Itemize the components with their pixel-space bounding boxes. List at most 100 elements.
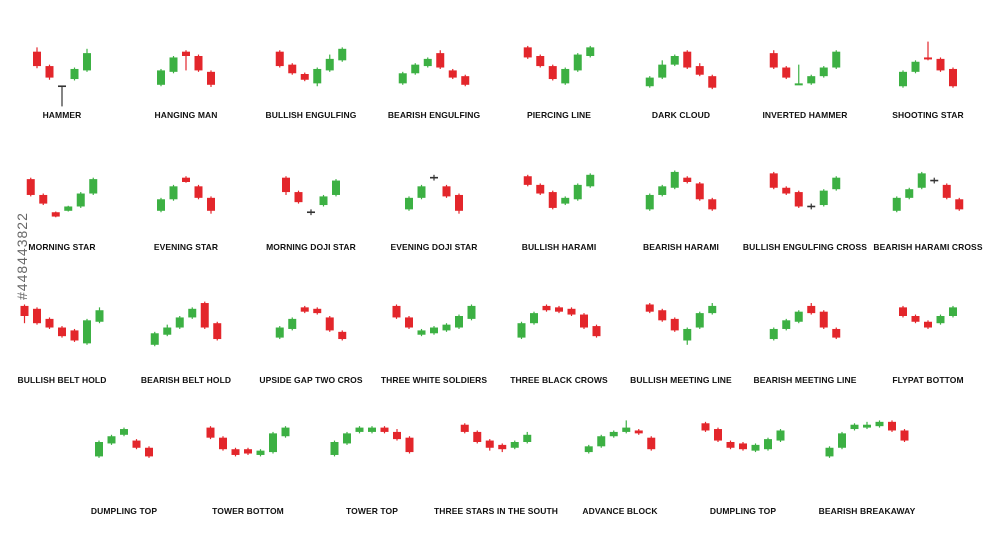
pattern-label: DUMPLING TOP: [91, 506, 157, 516]
bear-candle: [536, 184, 545, 194]
bull-candle: [875, 421, 884, 427]
bull-candle: [517, 323, 526, 338]
pattern-label: BEARISH BELT HOLD: [141, 375, 231, 385]
bull-candle: [708, 305, 717, 314]
bull-candle: [442, 324, 451, 331]
bear-candle: [523, 47, 532, 58]
bull-candle: [622, 427, 631, 432]
pattern-label: HAMMER: [43, 110, 82, 120]
pattern-label: BULLISH HARAMI: [522, 242, 597, 252]
doji-candle: [807, 205, 816, 208]
bull-candle: [510, 442, 519, 448]
pattern-4: PIERCING LINE: [523, 45, 595, 120]
bear-candle: [70, 330, 79, 341]
bull-candle: [892, 197, 901, 211]
pattern-29: DUMPLING TOP: [701, 421, 785, 516]
pattern-label: DUMPLING TOP: [710, 506, 776, 516]
pattern-label: TOWER BOTTOM: [212, 506, 284, 516]
bear-candle: [145, 447, 153, 457]
bull-candle: [917, 173, 926, 188]
doji-candle: [930, 179, 939, 182]
bear-candle: [244, 449, 252, 454]
bear-candle: [683, 177, 692, 182]
bear-candle: [207, 71, 215, 85]
bear-candle: [485, 440, 494, 448]
bull-candle: [330, 442, 339, 455]
bear-candle: [695, 66, 704, 75]
bull-candle: [899, 71, 907, 87]
pattern-28: ADVANCE BLOCK: [582, 420, 658, 516]
bear-candle: [182, 177, 190, 182]
bull-candle: [911, 61, 920, 72]
bull-candle: [269, 433, 277, 453]
bear-candle: [592, 326, 601, 337]
bull-candle: [695, 313, 704, 328]
pattern-24: DUMPLING TOP: [91, 427, 157, 516]
bear-candle: [739, 443, 747, 450]
pattern-7: SHOOTING STAR: [892, 41, 964, 120]
bear-candle: [213, 323, 222, 340]
pattern-30: BEARISH BREAKAWAY: [819, 420, 916, 516]
bear-candle: [567, 308, 576, 315]
bear-candle: [473, 431, 482, 442]
bear-candle: [832, 328, 841, 338]
bull-candle: [936, 316, 945, 324]
bear-candle: [39, 194, 48, 204]
bull-candle: [683, 328, 692, 341]
bull-candle: [430, 327, 438, 334]
bear-candle: [405, 317, 413, 328]
pattern-6: INVERTED HAMMER: [762, 50, 847, 120]
bull-candle: [523, 434, 532, 442]
pattern-label: BULLISH MEETING LINE: [630, 375, 732, 385]
pattern-5: DARK CLOUD: [645, 50, 717, 120]
bull-candle: [863, 424, 871, 428]
bear-candle: [26, 179, 35, 195]
bear-candle: [819, 311, 828, 328]
doji-candle: [58, 85, 66, 88]
bear-candle: [769, 53, 778, 68]
bull-candle: [819, 67, 828, 77]
bear-candle: [924, 57, 932, 60]
bull-candle: [405, 197, 413, 210]
bear-candle: [714, 429, 722, 441]
bull-candle: [150, 333, 159, 345]
bear-candle: [498, 444, 507, 450]
bull-candle: [949, 307, 957, 316]
pattern-label: UPSIDE GAP TWO CROS: [259, 375, 363, 385]
bull-candle: [319, 196, 328, 206]
pattern-20: THREE BLACK CROWS: [510, 304, 608, 385]
pattern-10: MORNING DOJI STAR: [266, 176, 356, 252]
bear-candle: [888, 421, 896, 431]
bull-candle: [825, 447, 834, 457]
bear-candle: [460, 424, 469, 432]
pattern-label: MORNING DOJI STAR: [266, 242, 356, 252]
bear-candle: [206, 427, 215, 438]
bear-candle: [807, 305, 816, 314]
pattern-27: THREE STARS IN THE SOUTH: [434, 423, 558, 516]
bull-candle: [281, 427, 290, 437]
bull-candle: [157, 199, 165, 211]
bull-candle: [89, 179, 98, 194]
bear-candle: [194, 56, 203, 71]
bull-candle: [417, 330, 426, 335]
bull-candle: [530, 313, 538, 324]
bear-candle: [708, 199, 717, 210]
bear-candle: [769, 173, 778, 188]
pattern-16: BULLISH BELT HOLD: [18, 304, 106, 385]
pattern-8: MORNING STAR: [26, 177, 98, 252]
bull-candle: [467, 305, 476, 319]
bull-candle: [658, 64, 667, 78]
bear-candle: [51, 212, 60, 217]
bull-candle: [455, 316, 463, 328]
bull-candle: [609, 431, 618, 437]
bear-candle: [392, 305, 401, 318]
bull-candle: [107, 436, 116, 444]
bear-candle: [275, 51, 284, 67]
bull-candle: [163, 327, 172, 335]
bear-candle: [442, 186, 451, 197]
bull-candle: [597, 436, 606, 447]
bear-candle: [294, 192, 303, 203]
bull-candle: [338, 48, 347, 61]
watermark-id: #448443822: [14, 212, 30, 300]
pattern-1: HANGING MAN: [155, 50, 217, 120]
